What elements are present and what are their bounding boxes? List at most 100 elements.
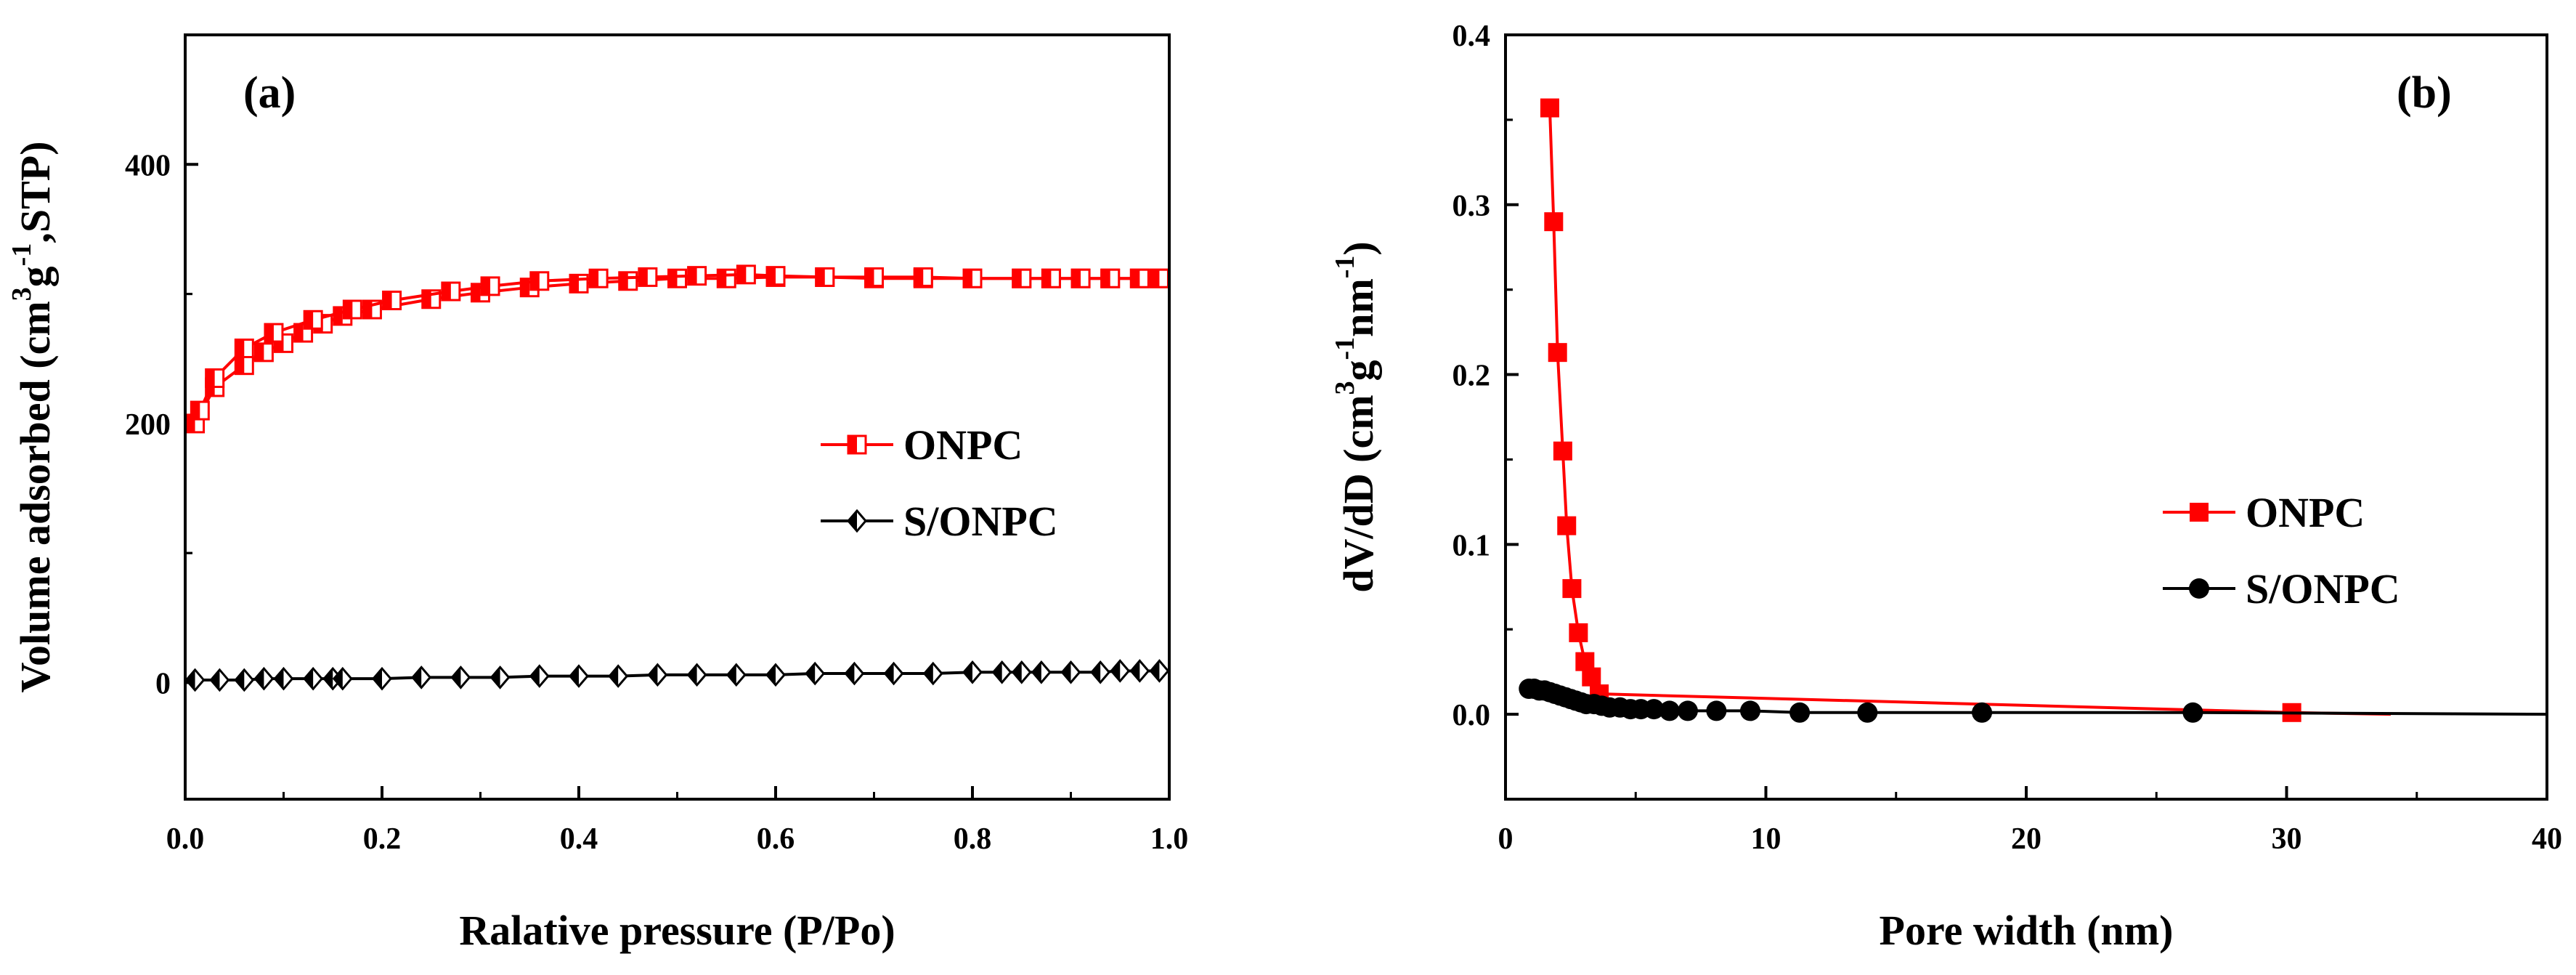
data-point <box>1659 700 1680 721</box>
data-point <box>1553 441 1572 461</box>
y-tick-label: 0.1 <box>1452 529 1491 562</box>
y-axis-title-superscript: 3 <box>7 287 37 301</box>
y-axis-title-superscript: 3 <box>1330 381 1360 395</box>
panel-a-tick-labels: 0.0 0.2 0.4 0.6 0.8 1.0 0 200 400 <box>125 149 1188 856</box>
data-point <box>1789 702 1811 723</box>
data-point-fill <box>1131 270 1140 288</box>
data-point-fill <box>767 664 776 685</box>
data-point-fill <box>255 668 264 689</box>
data-point-fill <box>333 307 343 325</box>
data-point-fill <box>1092 662 1101 683</box>
legend-marker-fill <box>848 511 857 531</box>
panel-a-y-axis-title: Volume adsorbed (cm3g-1,STP) <box>7 141 59 692</box>
y-axis-title-part: dV/dD (cm <box>1335 395 1382 592</box>
data-point-fill <box>649 664 658 685</box>
data-point-fill <box>570 275 579 293</box>
x-tick-label: 0 <box>1498 822 1513 856</box>
y-tick-label: 400 <box>125 149 171 182</box>
legend-label: ONPC <box>2246 489 2365 536</box>
y-axis-title-part: g <box>1335 360 1382 381</box>
series-s-onpc <box>1519 679 2548 723</box>
panel-b-legend: ONPC S/ONPC <box>2163 489 2400 612</box>
data-point-fill <box>718 270 727 288</box>
data-point <box>1544 212 1564 232</box>
y-axis-title-part: g <box>12 266 59 287</box>
x-tick-label: 1.0 <box>1150 822 1189 856</box>
data-point-fill <box>865 268 874 286</box>
data-point-fill <box>767 267 776 285</box>
data-point-fill <box>206 369 215 387</box>
data-point-fill <box>482 277 491 295</box>
x-tick-label: 0.0 <box>166 822 205 856</box>
data-point-fill <box>964 662 972 683</box>
data-point-fill <box>452 667 461 688</box>
data-point-fill <box>806 663 816 684</box>
data-point <box>1562 579 1582 599</box>
data-point-fill <box>491 667 500 688</box>
series-s-onpc <box>184 659 1170 692</box>
data-point-fill <box>442 283 451 301</box>
data-point-fill <box>383 291 392 310</box>
data-point-fill <box>211 669 220 690</box>
y-axis-title-part: ) <box>1335 241 1382 255</box>
series-onpc <box>1540 98 2391 722</box>
panel-a-plot-frame <box>184 33 1171 801</box>
data-point-fill <box>324 668 333 689</box>
data-point-fill <box>530 665 540 687</box>
data-point-fill <box>924 663 933 684</box>
series-onpc <box>185 264 1169 434</box>
data-point-fill <box>294 324 304 342</box>
data-point-fill <box>1012 270 1022 288</box>
data-point-fill <box>590 270 599 288</box>
data-point <box>1643 699 1665 720</box>
panel-a: 0.0 0.2 0.4 0.6 0.8 1.0 0 200 400 (a) Ralative p… <box>7 33 1188 954</box>
data-point-fill <box>668 270 678 288</box>
data-point-fill <box>570 665 579 687</box>
data-point-fill <box>638 268 648 286</box>
data-point <box>1857 702 1878 723</box>
data-point-fill <box>235 339 245 357</box>
data-point-fill <box>914 268 924 286</box>
x-tick-label: 20 <box>2011 822 2041 856</box>
data-point-fill <box>1042 270 1052 288</box>
panel-a-x-axis-title: Ralative pressure (P/Po) <box>459 907 895 954</box>
data-point-fill <box>264 324 274 342</box>
y-axis-title-superscript: -1 <box>7 243 37 267</box>
panel-b-tick-labels: 0 10 20 30 40 0.0 0.1 0.2 0.3 0.4 <box>1452 20 2563 856</box>
data-point-fill <box>1101 270 1110 288</box>
y-axis-title-superscript: -1 <box>1330 337 1360 360</box>
data-point-fill <box>845 663 855 684</box>
panel-a-legend: ONPC S/ONPC <box>821 421 1058 545</box>
data-point-fill <box>1150 270 1160 288</box>
data-point <box>1557 516 1577 535</box>
series-line <box>1548 108 2391 716</box>
y-axis-title-part: Volume adsorbed (cm <box>12 301 59 692</box>
data-point-fill <box>304 311 314 329</box>
legend-marker-fill <box>848 436 857 453</box>
data-point-fill <box>255 343 264 361</box>
legend-marker <box>2190 503 2209 522</box>
data-point-fill <box>333 668 343 689</box>
data-point-fill <box>191 402 200 420</box>
data-point-fill <box>186 669 195 690</box>
x-tick-label: 0.2 <box>363 822 402 856</box>
panel-b-series <box>1519 98 2548 723</box>
data-point-fill <box>275 668 284 689</box>
data-point-fill <box>304 668 314 689</box>
data-point-fill <box>1062 662 1071 683</box>
data-point-fill <box>688 267 697 285</box>
data-point <box>1706 700 1727 721</box>
data-point <box>1540 98 1559 118</box>
panel-a-series <box>184 264 1170 692</box>
data-point-fill <box>1150 660 1160 681</box>
x-tick-label: 0.4 <box>560 822 598 856</box>
panel-a-ticks <box>184 163 1171 799</box>
data-point-fill <box>816 268 825 286</box>
data-point-fill <box>344 301 353 319</box>
data-point <box>1972 702 1993 723</box>
panel-b-label: (b) <box>2397 68 2452 118</box>
x-tick-label: 10 <box>1751 822 1781 856</box>
series-line <box>198 272 1160 411</box>
data-point-fill <box>235 669 245 690</box>
